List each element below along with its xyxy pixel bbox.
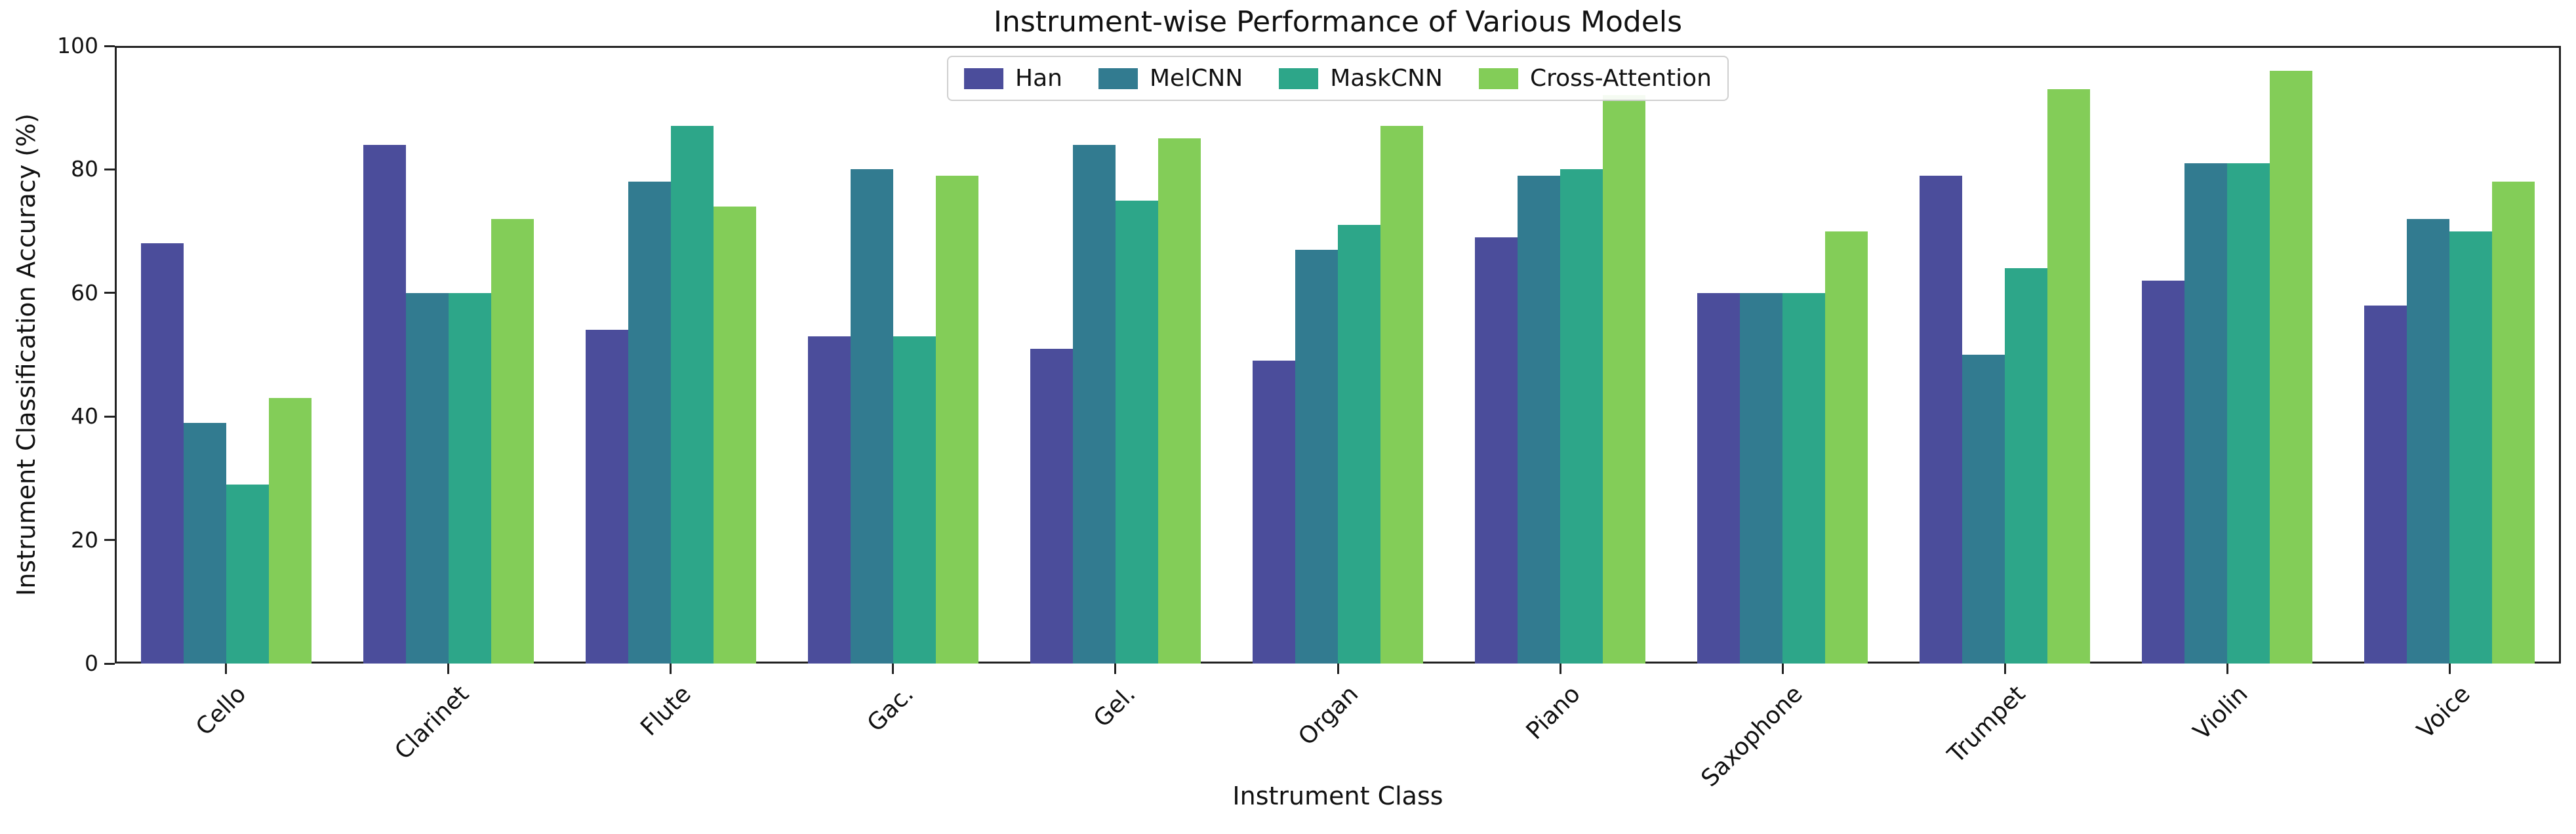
legend-item-han: Han: [964, 65, 1062, 92]
x-tick-mark: [1337, 664, 1339, 674]
bar-maskcnn-saxophone: [1782, 292, 1826, 664]
x-tick-mark: [447, 664, 450, 674]
bar-han-voice: [2364, 305, 2407, 664]
bar-melcnn-violin: [2184, 163, 2228, 664]
bar-maskcnn-gac-: [893, 336, 936, 664]
x-tick-mark: [1781, 664, 1784, 674]
x-tick-label: Clarinet: [389, 681, 474, 765]
y-tick-mark: [104, 539, 115, 542]
legend-swatch-icon: [964, 68, 1004, 89]
bar-cross-attention-flute: [713, 206, 756, 664]
x-tick-label: Piano: [1521, 681, 1586, 745]
y-tick-label: 80: [71, 156, 98, 182]
bar-cross-attention-trumpet: [2047, 89, 2091, 664]
bar-melcnn-cello: [183, 422, 226, 664]
bar-melcnn-trumpet: [1962, 355, 2005, 664]
x-tick-mark: [1559, 664, 1561, 674]
bar-melcnn-voice: [2407, 218, 2450, 664]
y-tick-mark: [104, 292, 115, 294]
x-axis-label: Instrument Class: [1232, 782, 1443, 810]
bar-maskcnn-gel-: [1115, 200, 1158, 664]
bar-maskcnn-trumpet: [2005, 268, 2048, 664]
x-tick-mark: [670, 664, 672, 674]
bar-han-saxophone: [1697, 292, 1741, 664]
bar-melcnn-flute: [628, 182, 671, 664]
y-tick-label: 100: [57, 33, 98, 58]
x-tick-label: Voice: [2411, 681, 2476, 744]
legend-label: MaskCNN: [1330, 65, 1443, 92]
y-tick-mark: [104, 662, 115, 665]
x-tick-mark: [2226, 664, 2228, 674]
bar-han-trumpet: [1920, 175, 1963, 664]
legend-item-maskcnn: MaskCNN: [1279, 65, 1443, 92]
legend-label: MelCNN: [1149, 65, 1243, 92]
legend-item-cross-attention: Cross-Attention: [1478, 65, 1712, 92]
y-tick-label: 20: [71, 526, 98, 553]
legend-swatch-icon: [1279, 68, 1319, 89]
bar-melcnn-clarinet: [405, 292, 449, 664]
legend-swatch-icon: [1478, 68, 1518, 89]
bar-han-gac-: [807, 336, 851, 664]
x-tick-label: Organ: [1293, 681, 1363, 751]
bar-cross-attention-piano: [1603, 95, 1646, 664]
x-tick-mark: [892, 664, 895, 674]
bar-cross-attention-gac-: [935, 175, 978, 664]
bar-melcnn-gac-: [850, 169, 893, 664]
y-tick-mark: [104, 415, 115, 418]
bar-cross-attention-gel-: [1157, 138, 1201, 664]
bar-cross-attention-voice: [2492, 182, 2535, 664]
y-axis-label: Instrument Classification Accuracy (%): [12, 113, 41, 596]
legend-swatch-icon: [1098, 68, 1138, 89]
y-tick-mark: [104, 45, 115, 47]
bar-han-organ: [1253, 361, 1295, 664]
bar-maskcnn-voice: [2449, 231, 2493, 664]
x-tick-label: Flute: [635, 681, 696, 742]
y-tick-label: 0: [85, 650, 98, 676]
x-tick-mark: [2448, 664, 2451, 674]
bar-maskcnn-piano: [1560, 169, 1603, 664]
x-tick-mark: [225, 664, 228, 674]
bar-cross-attention-saxophone: [1825, 231, 1868, 664]
bar-melcnn-gel-: [1072, 144, 1116, 664]
bar-han-clarinet: [363, 144, 406, 664]
chart-title: Instrument-wise Performance of Various M…: [993, 5, 1683, 39]
x-tick-label: Violin: [2188, 681, 2253, 745]
x-tick-label: Gel.: [1089, 681, 1141, 733]
legend: Han MelCNN MaskCNN Cross-Attention: [947, 56, 1729, 101]
bar-maskcnn-cello: [226, 484, 269, 664]
bar-han-flute: [585, 330, 628, 664]
legend-item-melcnn: MelCNN: [1098, 65, 1243, 92]
bar-cross-attention-cello: [268, 397, 312, 664]
x-tick-mark: [2003, 664, 2006, 674]
legend-label: Cross-Attention: [1529, 65, 1712, 92]
bar-han-piano: [1475, 237, 1518, 664]
bar-maskcnn-flute: [670, 126, 714, 664]
bar-cross-attention-organ: [1380, 126, 1423, 664]
x-tick-label: Trumpet: [1942, 681, 2031, 768]
bar-maskcnn-organ: [1338, 225, 1380, 664]
legend-label: Han: [1015, 65, 1062, 92]
bar-cross-attention-clarinet: [491, 218, 534, 664]
bar-han-cello: [140, 243, 184, 664]
bar-melcnn-saxophone: [1740, 292, 1783, 664]
bar-cross-attention-violin: [2270, 70, 2313, 664]
bar-maskcnn-clarinet: [448, 292, 491, 664]
bar-maskcnn-violin: [2227, 163, 2270, 664]
x-tick-mark: [1114, 664, 1117, 674]
x-tick-label: Gac.: [862, 681, 919, 738]
y-tick-label: 40: [71, 403, 98, 429]
bar-melcnn-piano: [1518, 175, 1561, 664]
bar-melcnn-organ: [1295, 249, 1338, 664]
bar-han-violin: [2142, 280, 2185, 664]
y-tick-mark: [104, 168, 115, 170]
bar-han-gel-: [1030, 348, 1073, 664]
x-tick-label: Cello: [191, 681, 252, 742]
y-tick-label: 60: [71, 279, 98, 306]
x-tick-label: Saxophone: [1696, 681, 1809, 793]
